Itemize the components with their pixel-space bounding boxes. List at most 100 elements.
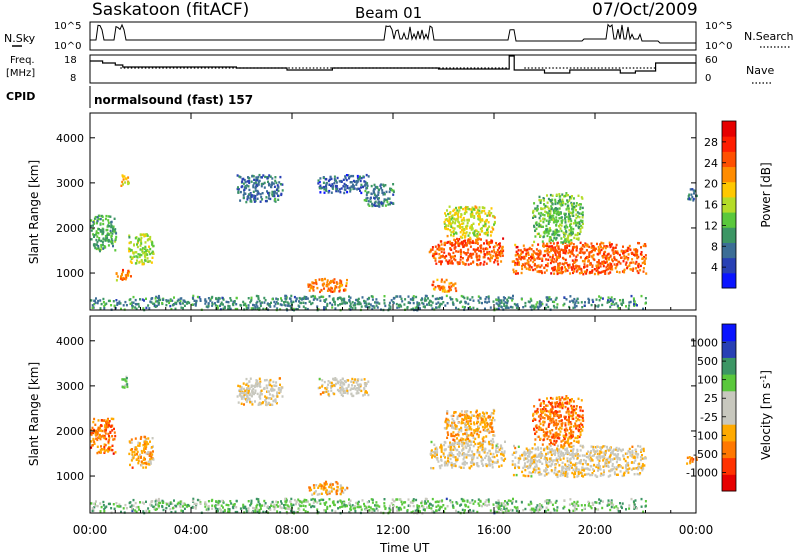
power-cell [454, 254, 456, 258]
power-cell [457, 239, 460, 243]
power-cell [399, 303, 402, 307]
velocity-cell [362, 394, 365, 397]
power-cell [374, 301, 376, 304]
power-cell [596, 252, 599, 256]
power-cell [93, 217, 96, 220]
power-cell [548, 296, 551, 299]
velocity-cell [440, 464, 443, 467]
velocity-cell [604, 464, 607, 467]
power-cell [467, 248, 470, 251]
power-cell [590, 246, 593, 249]
power-cell [94, 301, 97, 304]
velocity-cell [589, 451, 592, 454]
velocity-cell [131, 448, 133, 451]
velocity-cell [574, 472, 577, 475]
velocity-cell [144, 461, 146, 465]
power-cell [448, 222, 451, 225]
power-cell [496, 248, 499, 252]
velocity-cell [458, 439, 461, 442]
power-cell [545, 219, 548, 222]
velocity-cell [454, 456, 457, 459]
velocity-cell [453, 445, 456, 448]
power-cell [141, 247, 144, 250]
velocity-cell [641, 469, 644, 472]
power-cell [123, 175, 126, 178]
velocity-cell [611, 458, 614, 461]
velocity-cell [526, 451, 529, 454]
power-cell [549, 241, 552, 245]
velocity-cell [484, 417, 487, 420]
power-cell [131, 304, 133, 307]
velocity-cell [522, 474, 525, 477]
velocity-cell [613, 453, 616, 456]
power-cell [250, 298, 253, 301]
velocity-cell [462, 421, 465, 424]
velocity-cell [454, 411, 457, 414]
velocity-cell [243, 403, 245, 406]
power-cell [333, 175, 336, 178]
power-cell [534, 235, 537, 238]
power-cell [539, 301, 541, 304]
power-cell [462, 216, 465, 220]
velocity-cell [450, 462, 453, 465]
power-cell [534, 263, 536, 266]
power-cell [609, 245, 612, 249]
power-cell [546, 264, 549, 268]
power-cell [102, 247, 105, 250]
power-cell [470, 241, 473, 244]
power-cell [574, 221, 577, 224]
power-cell [311, 281, 314, 284]
velocity-cell [454, 464, 457, 468]
velocity-cell [107, 440, 110, 443]
velocity-cell [440, 447, 443, 450]
power-cell [344, 177, 347, 180]
power-cell [579, 230, 582, 233]
velocity-cell [524, 468, 527, 472]
power-cell [351, 301, 354, 304]
velocity-cell [527, 459, 530, 462]
power-cell [472, 248, 475, 251]
power-cell [491, 256, 493, 260]
power-cell [479, 263, 482, 266]
velocity-cell [531, 447, 534, 450]
power-cell [634, 248, 637, 252]
power-cell [556, 303, 559, 306]
power-cell [302, 305, 305, 308]
power-cell [380, 187, 383, 190]
power-cell [462, 251, 465, 254]
power-cell [348, 187, 351, 190]
velocity-cell [145, 466, 147, 469]
velocity-cell [464, 425, 467, 429]
power-cell [576, 232, 579, 235]
velocity-cell [618, 464, 621, 467]
power-cell [575, 304, 578, 308]
power-cell [566, 244, 569, 247]
velocity-cell [339, 488, 342, 491]
power-cell [312, 285, 315, 289]
power-cell [122, 276, 125, 280]
power-cell [544, 244, 547, 247]
velocity-cell [603, 445, 606, 448]
power-cell [257, 192, 260, 195]
power-cell [466, 207, 468, 211]
power-cell [376, 301, 379, 304]
power-cell [498, 304, 501, 307]
velocity-cell [490, 459, 493, 462]
power-cell [510, 305, 512, 309]
power-cell [331, 187, 334, 190]
power-cell [457, 244, 460, 247]
velocity-cell [526, 465, 529, 468]
velocity-cell [549, 459, 552, 463]
velocity-cell [493, 461, 496, 464]
velocity-cell [137, 444, 140, 447]
power-cell [285, 307, 288, 311]
power-cell [449, 240, 452, 243]
power-cell [487, 252, 490, 255]
power-cell [392, 190, 395, 193]
velocity-cell [478, 450, 481, 454]
power-cell [561, 262, 564, 265]
power-cell [495, 302, 498, 305]
velocity-cell [351, 387, 354, 390]
velocity-cell [429, 452, 432, 456]
power-cell [177, 298, 180, 301]
